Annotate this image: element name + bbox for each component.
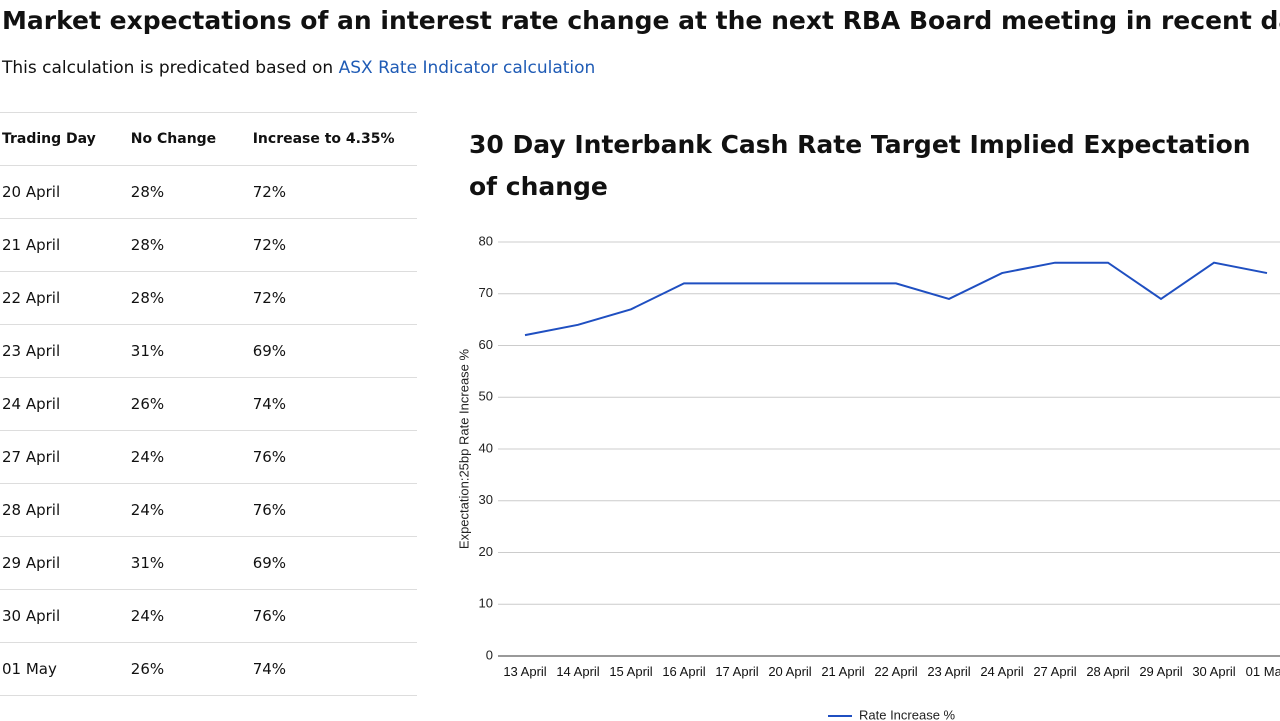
- table-cell: 29 April: [0, 536, 129, 590]
- column-header: No Change: [128, 112, 251, 166]
- table-cell: 28%: [128, 218, 251, 272]
- table-row: 23 April 31% 69%: [0, 324, 417, 378]
- y-tick-label: 0: [486, 647, 493, 662]
- table-cell: 01 May: [0, 642, 129, 696]
- y-tick-label: 40: [479, 440, 493, 455]
- table-cell: 74%: [250, 642, 417, 696]
- table-cell: 22 April: [0, 271, 129, 325]
- table-row: 01 May 26% 74%: [0, 642, 417, 696]
- x-tick-label: 17 April: [715, 664, 759, 679]
- x-tick-label: 16 April: [662, 664, 706, 679]
- x-tick-label: 23 April: [927, 664, 971, 679]
- page-title: Market expectations of an interest rate …: [2, 6, 1280, 35]
- y-tick-label: 60: [479, 337, 493, 352]
- chart-title: 30 Day Interbank Cash Rate Target Implie…: [469, 130, 1251, 201]
- y-tick-label: 30: [479, 492, 493, 507]
- x-tick-label: 15 April: [609, 664, 653, 679]
- table-cell: 76%: [250, 483, 417, 537]
- x-tick-label: 27 April: [1033, 664, 1077, 679]
- table-cell: 28%: [128, 165, 251, 219]
- table-cell: 24%: [128, 483, 251, 537]
- y-tick-label: 20: [479, 544, 493, 559]
- table-row: 29 April 31% 69%: [0, 536, 417, 590]
- legend-label: Rate Increase %: [859, 707, 956, 721]
- table: Trading Day No Change Increase to 4.35% 20 …: [0, 112, 417, 696]
- x-tick-label: 30 April: [1192, 664, 1236, 679]
- table-cell: 23 April: [0, 324, 129, 378]
- table-row: 27 April 24% 76%: [0, 430, 417, 484]
- table-cell: 24%: [128, 589, 251, 643]
- table-cell: 30 April: [0, 589, 129, 643]
- y-tick-label: 80: [479, 233, 493, 248]
- y-tick-label: 50: [479, 389, 493, 404]
- table-cell: 28 April: [0, 483, 129, 537]
- x-tick-label: 24 April: [980, 664, 1024, 679]
- line: [524, 261, 1268, 337]
- y-tick-label: 70: [479, 285, 493, 300]
- table-header: Trading Day No Change Increase to 4.35%: [0, 112, 417, 166]
- x-tick-label: 28 April: [1086, 664, 1130, 679]
- x-tick-label: 01 May: [1245, 664, 1280, 679]
- table-cell: 26%: [128, 377, 251, 431]
- x-tick-label: 20 April: [768, 664, 812, 679]
- table-cell: 26%: [128, 642, 251, 696]
- column-header: Trading Day: [0, 112, 129, 166]
- x-tick-label: 14 April: [556, 664, 600, 679]
- link[interactable]: ASX Rate Indicator calculation: [338, 58, 596, 78]
- table-cell: 24 April: [0, 377, 129, 431]
- subtitle: This calculation is predicated based on …: [2, 58, 595, 78]
- subtitle-text: This calculation is predicated based on: [2, 58, 334, 78]
- table-cell: 31%: [128, 324, 251, 378]
- table-cell: 31%: [128, 536, 251, 590]
- table-cell: 72%: [250, 271, 417, 325]
- table-cell: 69%: [250, 536, 417, 590]
- x-tick-label: 29 April: [1139, 664, 1183, 679]
- y-axis-label: Expectation:25bp Rate Increase %: [456, 348, 471, 549]
- y-tick-label: 10: [479, 596, 493, 611]
- x-tick-label: 22 April: [874, 664, 918, 679]
- x-tick-label: 21 April: [821, 664, 865, 679]
- x-tick-label: 13 April: [503, 664, 547, 679]
- table-row: 24 April 26% 74%: [0, 377, 417, 431]
- table-row: 28 April 24% 76%: [0, 483, 417, 537]
- table-cell: 69%: [250, 324, 417, 378]
